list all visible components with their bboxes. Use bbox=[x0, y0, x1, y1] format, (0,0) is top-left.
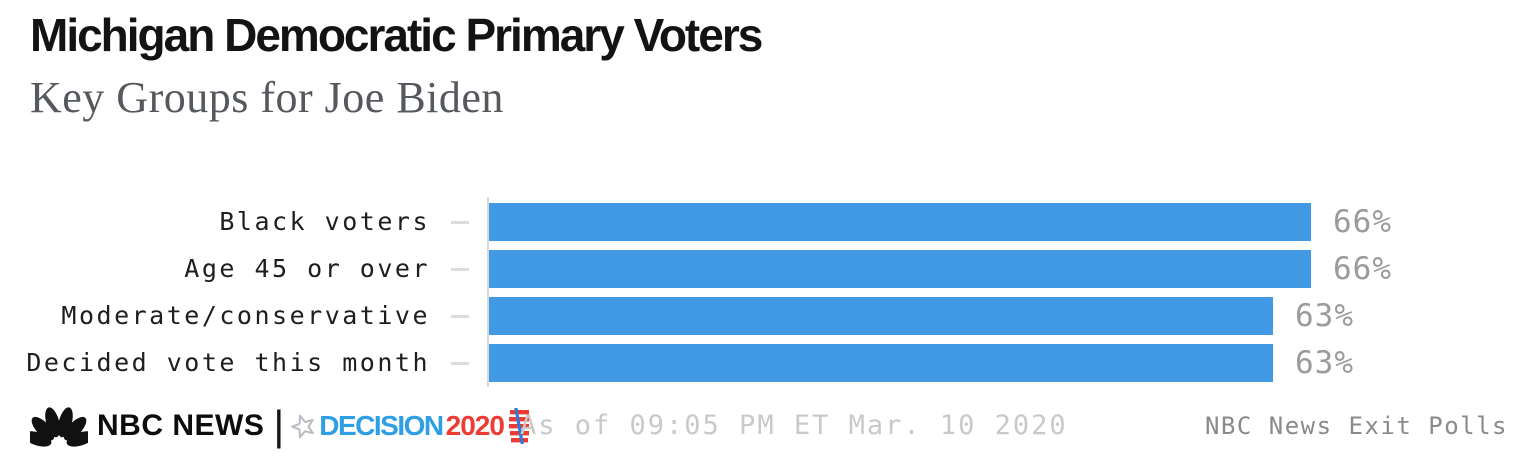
category-label: Black voters bbox=[219, 207, 430, 236]
value-label: 66% bbox=[1333, 251, 1392, 287]
tick-mark bbox=[451, 268, 469, 271]
value-label: 63% bbox=[1295, 345, 1354, 381]
chart-row: Age 45 or over 66% bbox=[0, 250, 1536, 288]
value-label: 63% bbox=[1295, 298, 1354, 334]
category-label: Age 45 or over bbox=[184, 254, 430, 283]
category-label: Decided vote this month bbox=[26, 348, 430, 377]
decision-year: 2020 bbox=[445, 410, 505, 441]
category-label: Moderate/conservative bbox=[61, 301, 430, 330]
page-title: Michigan Democratic Primary Voters bbox=[30, 9, 763, 61]
bar bbox=[489, 250, 1311, 288]
chart-row: Decided vote this month 63% bbox=[0, 344, 1536, 382]
tick-mark bbox=[451, 362, 469, 365]
bar bbox=[489, 203, 1311, 241]
page-subtitle: Key Groups for Joe Biden bbox=[30, 73, 504, 122]
bar bbox=[489, 344, 1273, 382]
nbc-decision2020-logo: NBC NEWS | DECISION 2020 bbox=[30, 402, 531, 450]
tick-mark bbox=[451, 221, 469, 224]
bar bbox=[489, 297, 1273, 335]
decision-wordmark: DECISION bbox=[319, 410, 444, 441]
tick-mark bbox=[451, 315, 469, 318]
chart-row: Moderate/conservative 63% bbox=[0, 297, 1536, 335]
value-label: 66% bbox=[1333, 204, 1392, 240]
chart-row: Black voters 66% bbox=[0, 203, 1536, 241]
source-credit: NBC News Exit Polls bbox=[1204, 412, 1508, 440]
timestamp: As of 09:05 PM ET Mar. 10 2020 bbox=[520, 410, 1068, 441]
star-icon bbox=[291, 414, 315, 438]
logo-separator: | bbox=[273, 402, 285, 449]
nbc-peacock-icon bbox=[30, 407, 88, 447]
flag-stripes-icon bbox=[508, 408, 529, 444]
y-axis-line bbox=[487, 197, 489, 387]
nbc-news-wordmark: NBC NEWS bbox=[97, 409, 265, 442]
